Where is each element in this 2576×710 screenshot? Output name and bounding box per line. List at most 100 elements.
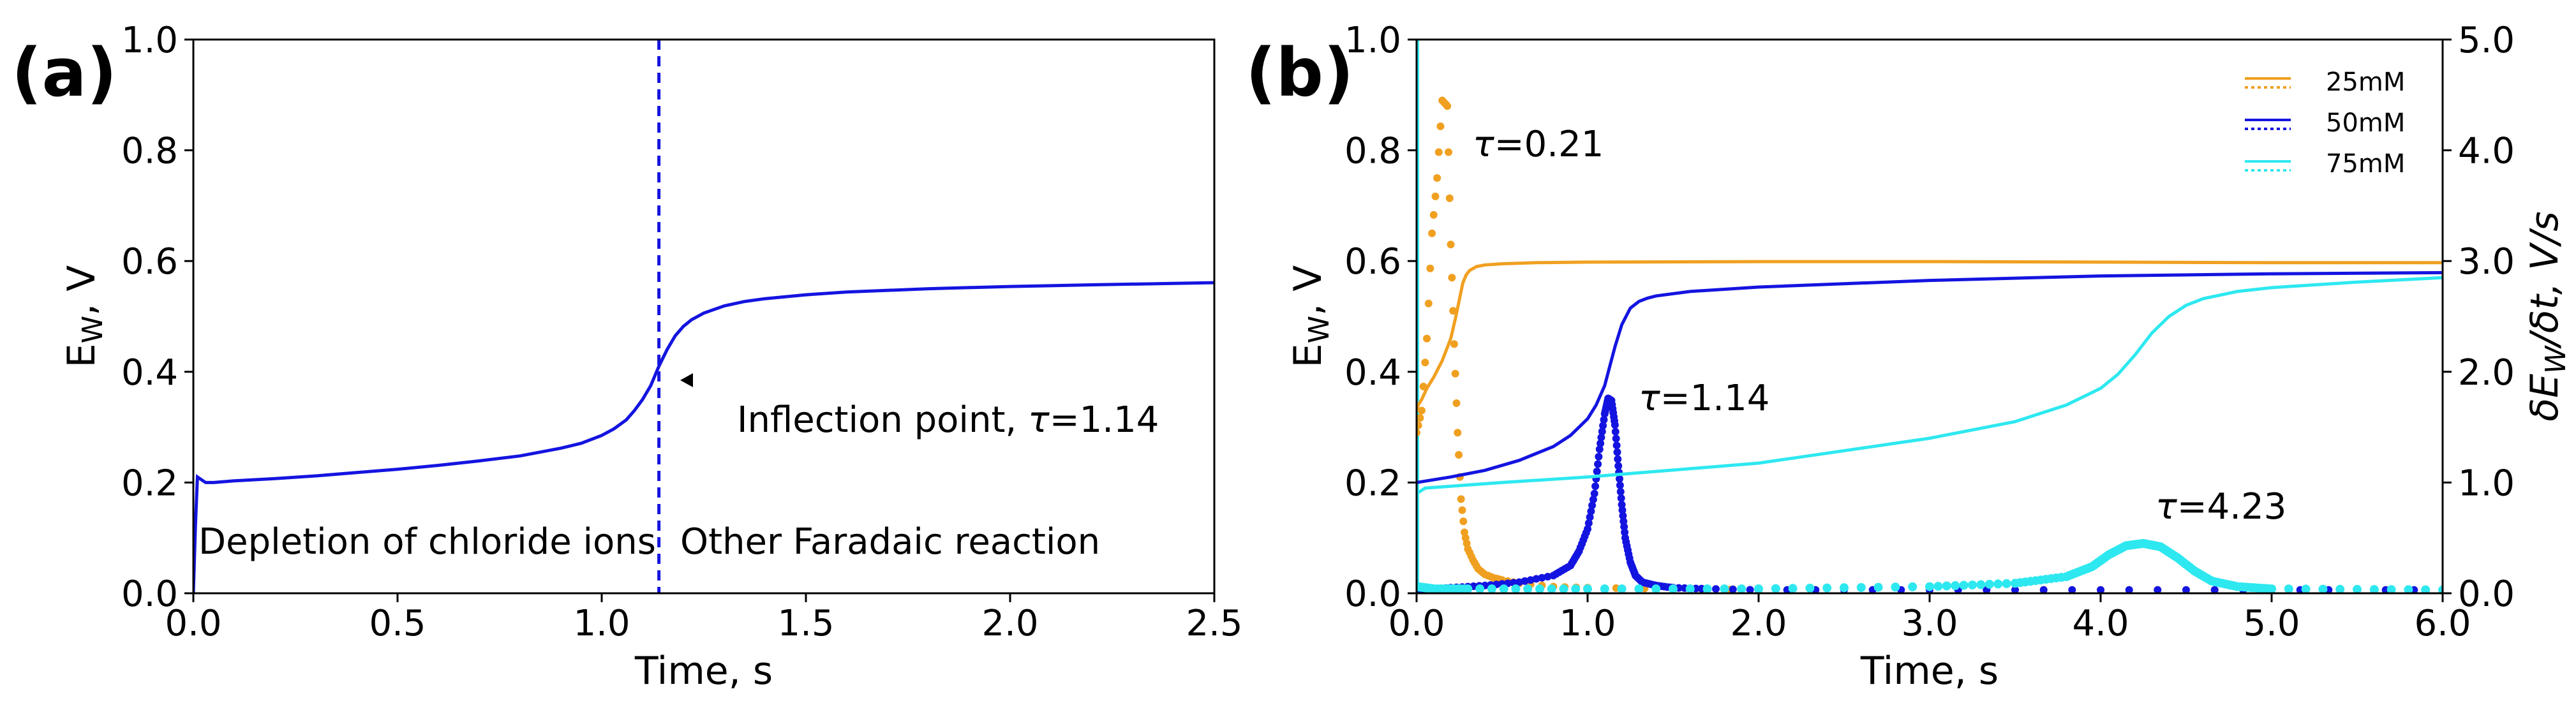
- derivative-point-75mM: [1559, 584, 1568, 593]
- derivative-point-75mM: [1737, 584, 1746, 593]
- derivative-point-25mM: [1418, 406, 1426, 415]
- derivative-point-25mM: [1450, 340, 1458, 348]
- y-tick-label: 0.4: [121, 352, 178, 394]
- derivative-point-75mM: [1463, 584, 1473, 593]
- x-tick-label: 4.0: [2072, 603, 2129, 644]
- derivative-point-75mM: [2353, 584, 2362, 593]
- derivative-point-50mM: [2125, 586, 2133, 593]
- panel-b-legend: 25mM 50mM 75mM: [2245, 68, 2405, 179]
- derivative-point-75mM: [2267, 584, 2276, 593]
- derivative-point-50mM: [2210, 586, 2219, 593]
- derivative-point-75mM: [1771, 584, 1780, 593]
- panel-b-plot-area: [1417, 40, 2443, 593]
- derivative-point-50mM: [1612, 441, 1621, 450]
- derivative-point-50mM: [1611, 427, 1619, 436]
- tau-label-25mM: τ=0.21: [1473, 124, 1604, 165]
- legend-75mM-label: 75mM: [2326, 149, 2405, 179]
- potential-line-75mM: [1417, 276, 2443, 495]
- derivative-point-75mM: [2002, 579, 2011, 588]
- derivative-point-75mM: [1651, 584, 1661, 593]
- derivative-point-75mM: [1487, 584, 1496, 593]
- legend-25mM-label: 25mM: [2326, 68, 2405, 97]
- x-tick-label: 0.0: [1388, 603, 1445, 644]
- derivative-point-50mM: [1526, 576, 1535, 584]
- derivative-point-75mM: [1968, 581, 1977, 589]
- derivative-point-50mM: [1621, 528, 1629, 536]
- panel-b-x-axis-label: Time, s: [1860, 649, 1999, 693]
- derivative-point-75mM: [1891, 582, 1900, 592]
- derivative-point-25mM: [1457, 495, 1465, 503]
- y-tick-label: 1.0: [121, 20, 178, 61]
- derivative-point-25mM: [1417, 414, 1424, 422]
- inflection-arrow-icon: [680, 373, 693, 387]
- derivative-point-75mM: [1475, 584, 1485, 593]
- faradaic-region-label: Other Faradaic reaction: [680, 521, 1100, 563]
- derivative-point-50mM: [1532, 575, 1540, 583]
- y2-tick-label: 3.0: [2458, 241, 2515, 283]
- y2-tick-label: 1.0: [2458, 462, 2515, 504]
- derivative-point-50mM: [1595, 452, 1603, 461]
- legend-50mM-label: 50mM: [2326, 108, 2405, 138]
- derivative-point-25mM: [1431, 192, 1440, 200]
- derivative-point-50mM: [1591, 482, 1600, 491]
- y-tick-label: 0.8: [1344, 131, 1401, 172]
- panel-b-label: (b): [1246, 34, 1354, 112]
- panel-b-y-axis-label: EW, V: [1286, 265, 1336, 368]
- y-tick-label: 0.6: [121, 241, 178, 283]
- depletion-region-label: Depletion of chloride ions: [198, 521, 656, 563]
- panel-b-chart: 0.0 1.0 2.0 3.0 4.0 5.0 6.0 0.0 0.2 0.4 0.6 0.8 1.0…: [1286, 20, 2572, 693]
- derivative-point-75mM: [2404, 585, 2413, 593]
- derivative-point-25mM: [1443, 102, 1452, 110]
- derivative-point-75mM: [1805, 584, 1815, 593]
- derivative-point-25mM: [1451, 369, 1459, 378]
- derivative-point-50mM: [1515, 578, 1523, 586]
- derivative-point-75mM: [1535, 584, 1544, 593]
- derivative-point-75mM: [2318, 584, 2328, 593]
- derivative-point-50mM: [1618, 501, 1626, 509]
- derivative-point-75mM: [2421, 585, 2431, 593]
- panel-b-frame: [1415, 38, 2444, 595]
- derivative-point-50mM: [1620, 522, 1628, 531]
- panel-a-plot-area: [193, 40, 1214, 593]
- panel-a-potential-line: [193, 281, 1214, 593]
- y-tick-label: 0.2: [121, 462, 178, 504]
- derivative-point-75mM: [1702, 584, 1712, 593]
- derivative-point-50mM: [2011, 586, 2019, 593]
- derivative-point-50mM: [1590, 489, 1598, 498]
- derivative-point-25mM: [1449, 307, 1457, 315]
- derivative-point-25mM: [1454, 429, 1462, 437]
- derivative-point-75mM: [1600, 584, 1609, 593]
- x-tick-label: 6.0: [2414, 603, 2471, 644]
- derivative-point-75mM: [1951, 581, 1960, 590]
- derivative-point-25mM: [1433, 174, 1441, 182]
- derivative-point-25mM: [1426, 264, 1434, 272]
- derivative-point-50mM: [2039, 586, 2048, 593]
- potential-line-25mM: [1417, 260, 2443, 411]
- derivative-point-75mM: [1984, 579, 1994, 589]
- derivative-point-25mM: [1447, 240, 1455, 249]
- derivative-point-50mM: [2182, 586, 2190, 593]
- derivative-point-75mM: [1617, 584, 1627, 593]
- derivative-point-50mM: [1584, 525, 1591, 533]
- panel-b-y2-axis-label: δEW/δt, V/s: [2522, 211, 2572, 421]
- derivative-point-50mM: [1712, 585, 1720, 593]
- panel-b-y2-ticks: 0.0 1.0 2.0 3.0 4.0 5.0: [2443, 20, 2515, 615]
- derivative-point-50mM: [1613, 448, 1621, 456]
- derivative-point-75mM: [1959, 581, 1969, 590]
- derivative-point-75mM: [2369, 585, 2379, 593]
- panel-a-frame: [192, 38, 1216, 595]
- derivative-point-25mM: [1452, 399, 1461, 407]
- derivative-point-50mM: [1597, 433, 1605, 441]
- derivative-point-50mM: [2154, 586, 2162, 593]
- derivative-point-75mM: [1856, 583, 1866, 592]
- panel-a-y-ticks: 0.0 0.2 0.4 0.6 0.8 1.0: [121, 20, 193, 615]
- derivative-series-50mM: [1417, 394, 2443, 593]
- derivative-point-50mM: [1538, 573, 1546, 582]
- derivative-point-50mM: [1616, 487, 1625, 496]
- x-tick-label: 1.0: [1559, 603, 1616, 644]
- potential-line-50mM: [1417, 270, 2443, 484]
- y-tick-label: 0.2: [1344, 462, 1401, 504]
- derivative-point-75mM: [1976, 580, 1986, 589]
- derivative-point-25mM: [1429, 211, 1438, 219]
- derivative-point-50mM: [1614, 462, 1623, 470]
